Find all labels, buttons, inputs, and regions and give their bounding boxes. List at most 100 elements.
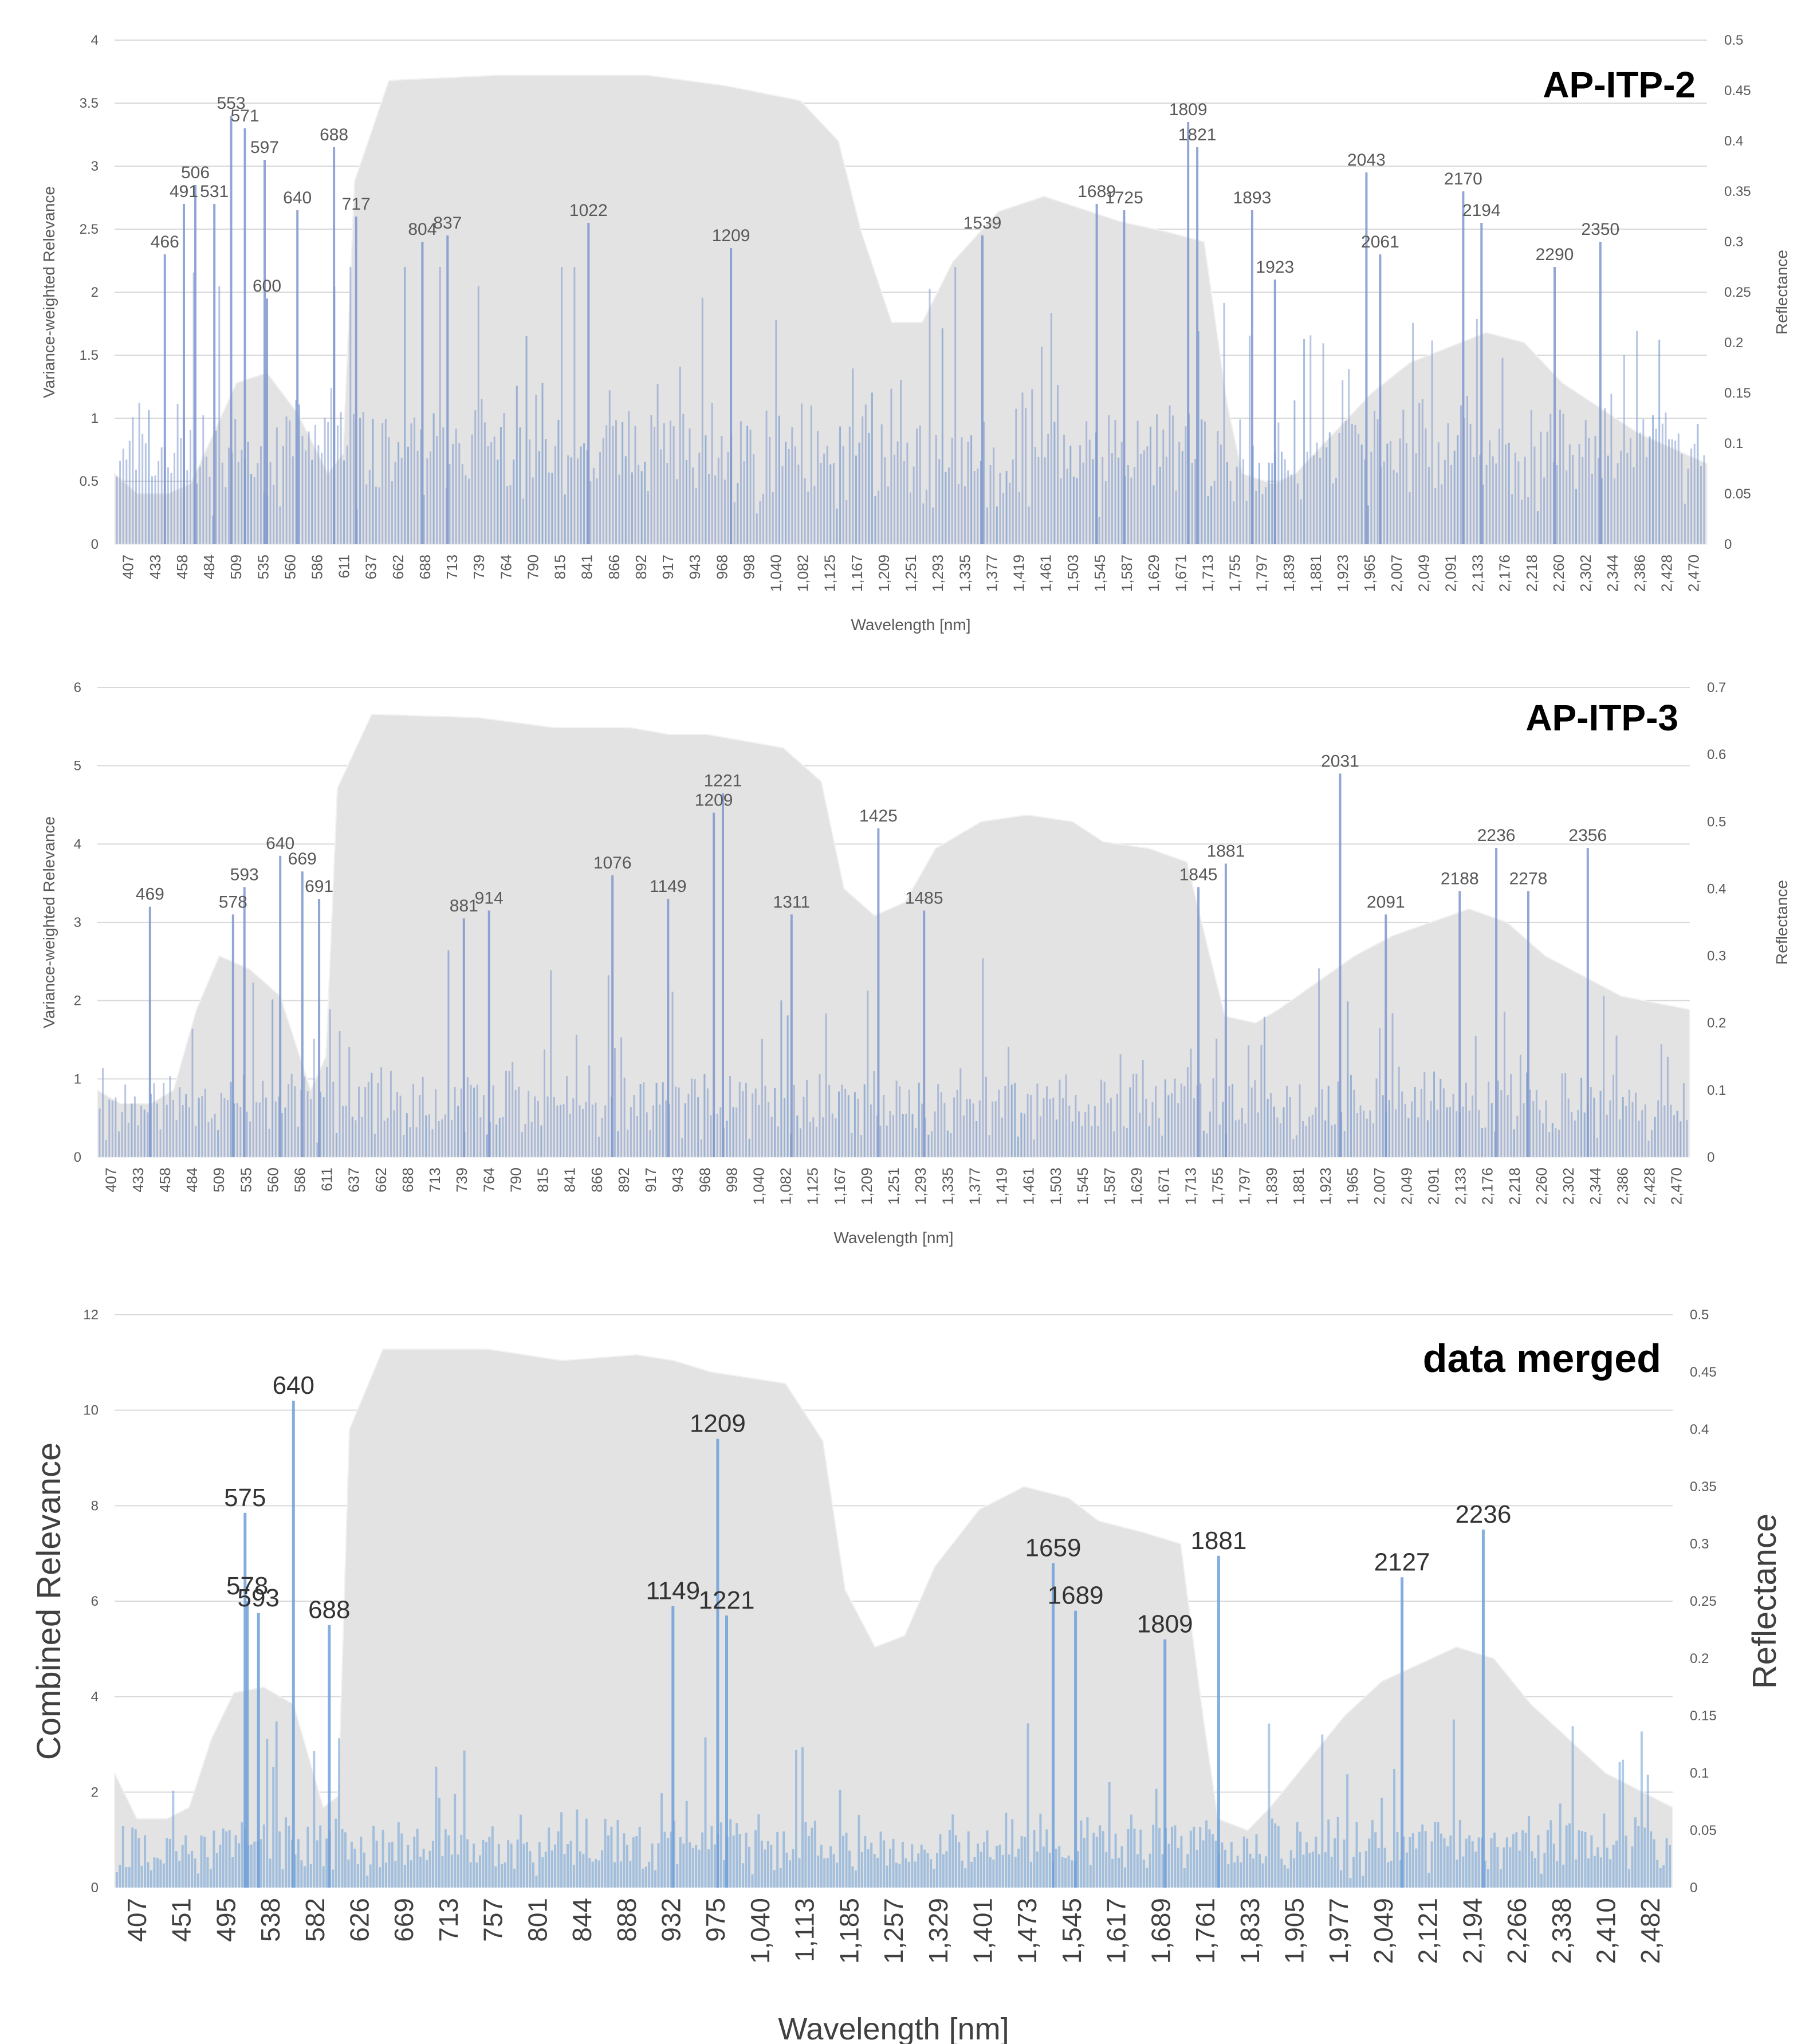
x-tick-label: 688 [416, 555, 434, 579]
relevance-bar [826, 446, 828, 544]
relevance-bar [1404, 1103, 1406, 1157]
relevance-bar [1206, 1133, 1208, 1157]
peak-label: 466 [151, 233, 179, 251]
relevance-bar [1532, 1101, 1535, 1157]
x-tick-label: 1,503 [1047, 1168, 1064, 1205]
relevance-bar [873, 1854, 876, 1888]
relevance-bar [1095, 1837, 1098, 1888]
relevance-bar [663, 423, 665, 544]
relevance-bar [1674, 441, 1677, 544]
relevance-bar [675, 1086, 677, 1157]
relevance-bar [1344, 420, 1347, 544]
peak-label: 1539 [963, 214, 1002, 233]
x-tick-label: 1,755 [1226, 555, 1244, 592]
relevance-bar [1011, 1819, 1014, 1888]
relevance-bar [1183, 1086, 1186, 1157]
relevance-bar [1330, 1857, 1333, 1888]
peak-label: 2236 [1477, 826, 1516, 845]
relevance-bar [689, 1842, 691, 1888]
relevance-bar [992, 1859, 995, 1888]
peak-label: 1689 [1048, 1582, 1104, 1610]
relevance-bar [546, 1096, 549, 1157]
peak-label: 531 [200, 182, 229, 201]
relevance-bar [1010, 1084, 1013, 1157]
relevance-bar [268, 1129, 270, 1157]
relevance-bar [927, 1134, 930, 1157]
relevance-bar [1409, 492, 1411, 544]
relevance-bar [624, 456, 627, 544]
relevance-bar [409, 1127, 411, 1157]
relevance-bar [1681, 454, 1683, 544]
relevance-bar [447, 1835, 450, 1888]
relevance-bar [1482, 484, 1484, 544]
relevance-bar [570, 457, 572, 544]
relevance-bar [1195, 1849, 1198, 1888]
relevance-bar [633, 1095, 635, 1157]
relevance-bar [1398, 1067, 1400, 1157]
x-tick-label: 943 [686, 555, 703, 579]
relevance-bar [936, 1853, 938, 1888]
peak-bar [611, 875, 614, 1157]
relevance-bar [141, 434, 144, 544]
relevance-bar [591, 1861, 594, 1888]
relevance-bar [788, 449, 790, 544]
relevance-bar [998, 1090, 1000, 1157]
relevance-bar [1571, 1726, 1574, 1888]
relevance-bar [1246, 1838, 1249, 1888]
x-tick-label: 1,335 [939, 1168, 956, 1205]
relevance-bar [1332, 483, 1334, 544]
relevance-bar [1407, 1118, 1410, 1157]
relevance-bar [832, 1854, 835, 1888]
x-tick-label: 1,629 [1145, 555, 1162, 592]
relevance-bar [1114, 1833, 1117, 1888]
relevance-bar [563, 1854, 566, 1888]
relevance-bar [1684, 504, 1686, 544]
relevance-bar [412, 1083, 414, 1157]
relevance-bar [1071, 1860, 1073, 1888]
relevance-bar [1543, 477, 1545, 544]
relevance-bar [262, 1824, 265, 1888]
relevance-bar [272, 1767, 275, 1888]
relevance-bar [791, 427, 793, 544]
relevance-bar [1542, 1123, 1544, 1157]
x-tick-label: 535 [237, 1168, 254, 1192]
y2-tick-label: 0.5 [1724, 33, 1743, 48]
x-tick-label: 688 [399, 1168, 416, 1192]
x-tick-label: 535 [254, 555, 272, 579]
x-tick-label: 484 [200, 555, 218, 579]
relevance-bar [435, 1766, 438, 1888]
relevance-bar [1647, 1141, 1650, 1157]
relevance-bar [1348, 369, 1350, 544]
relevance-bar [281, 1869, 284, 1888]
relevance-bar [479, 1855, 481, 1888]
relevance-bar [1077, 1851, 1079, 1888]
peak-bar [1074, 1610, 1077, 1888]
relevance-bar [1465, 1082, 1467, 1157]
x-tick-label: 1,419 [1010, 555, 1028, 592]
relevance-bar [1645, 457, 1647, 544]
y2-tick-label: 0.15 [1690, 1708, 1717, 1724]
x-tick-label: 637 [363, 555, 380, 579]
relevance-bar [1317, 1854, 1320, 1888]
relevance-bar [1234, 1120, 1237, 1157]
relevance-bar [481, 399, 483, 544]
relevance-bar [1063, 434, 1065, 544]
x-tick-label: 917 [642, 1168, 659, 1192]
y-axis-label: Combined Relevance [30, 1442, 68, 1760]
relevance-bar [1271, 1818, 1273, 1888]
relevance-bar [1356, 1113, 1358, 1157]
x-tick-label: 1,167 [848, 555, 866, 592]
peak-bar [462, 918, 465, 1157]
relevance-bar [1670, 1104, 1672, 1157]
relevance-bar [1306, 451, 1308, 544]
relevance-bar [414, 417, 415, 544]
y-tick-label: 5 [74, 758, 81, 774]
x-tick-label: 2,386 [1614, 1168, 1631, 1205]
relevance-bar [889, 1849, 891, 1888]
relevance-bar [545, 439, 547, 544]
relevance-bar [1199, 1827, 1202, 1888]
relevance-bar [1327, 1086, 1330, 1157]
y2-tick-label: 0.25 [1690, 1594, 1717, 1609]
relevance-bar [666, 463, 668, 544]
relevance-bar [757, 1814, 760, 1888]
